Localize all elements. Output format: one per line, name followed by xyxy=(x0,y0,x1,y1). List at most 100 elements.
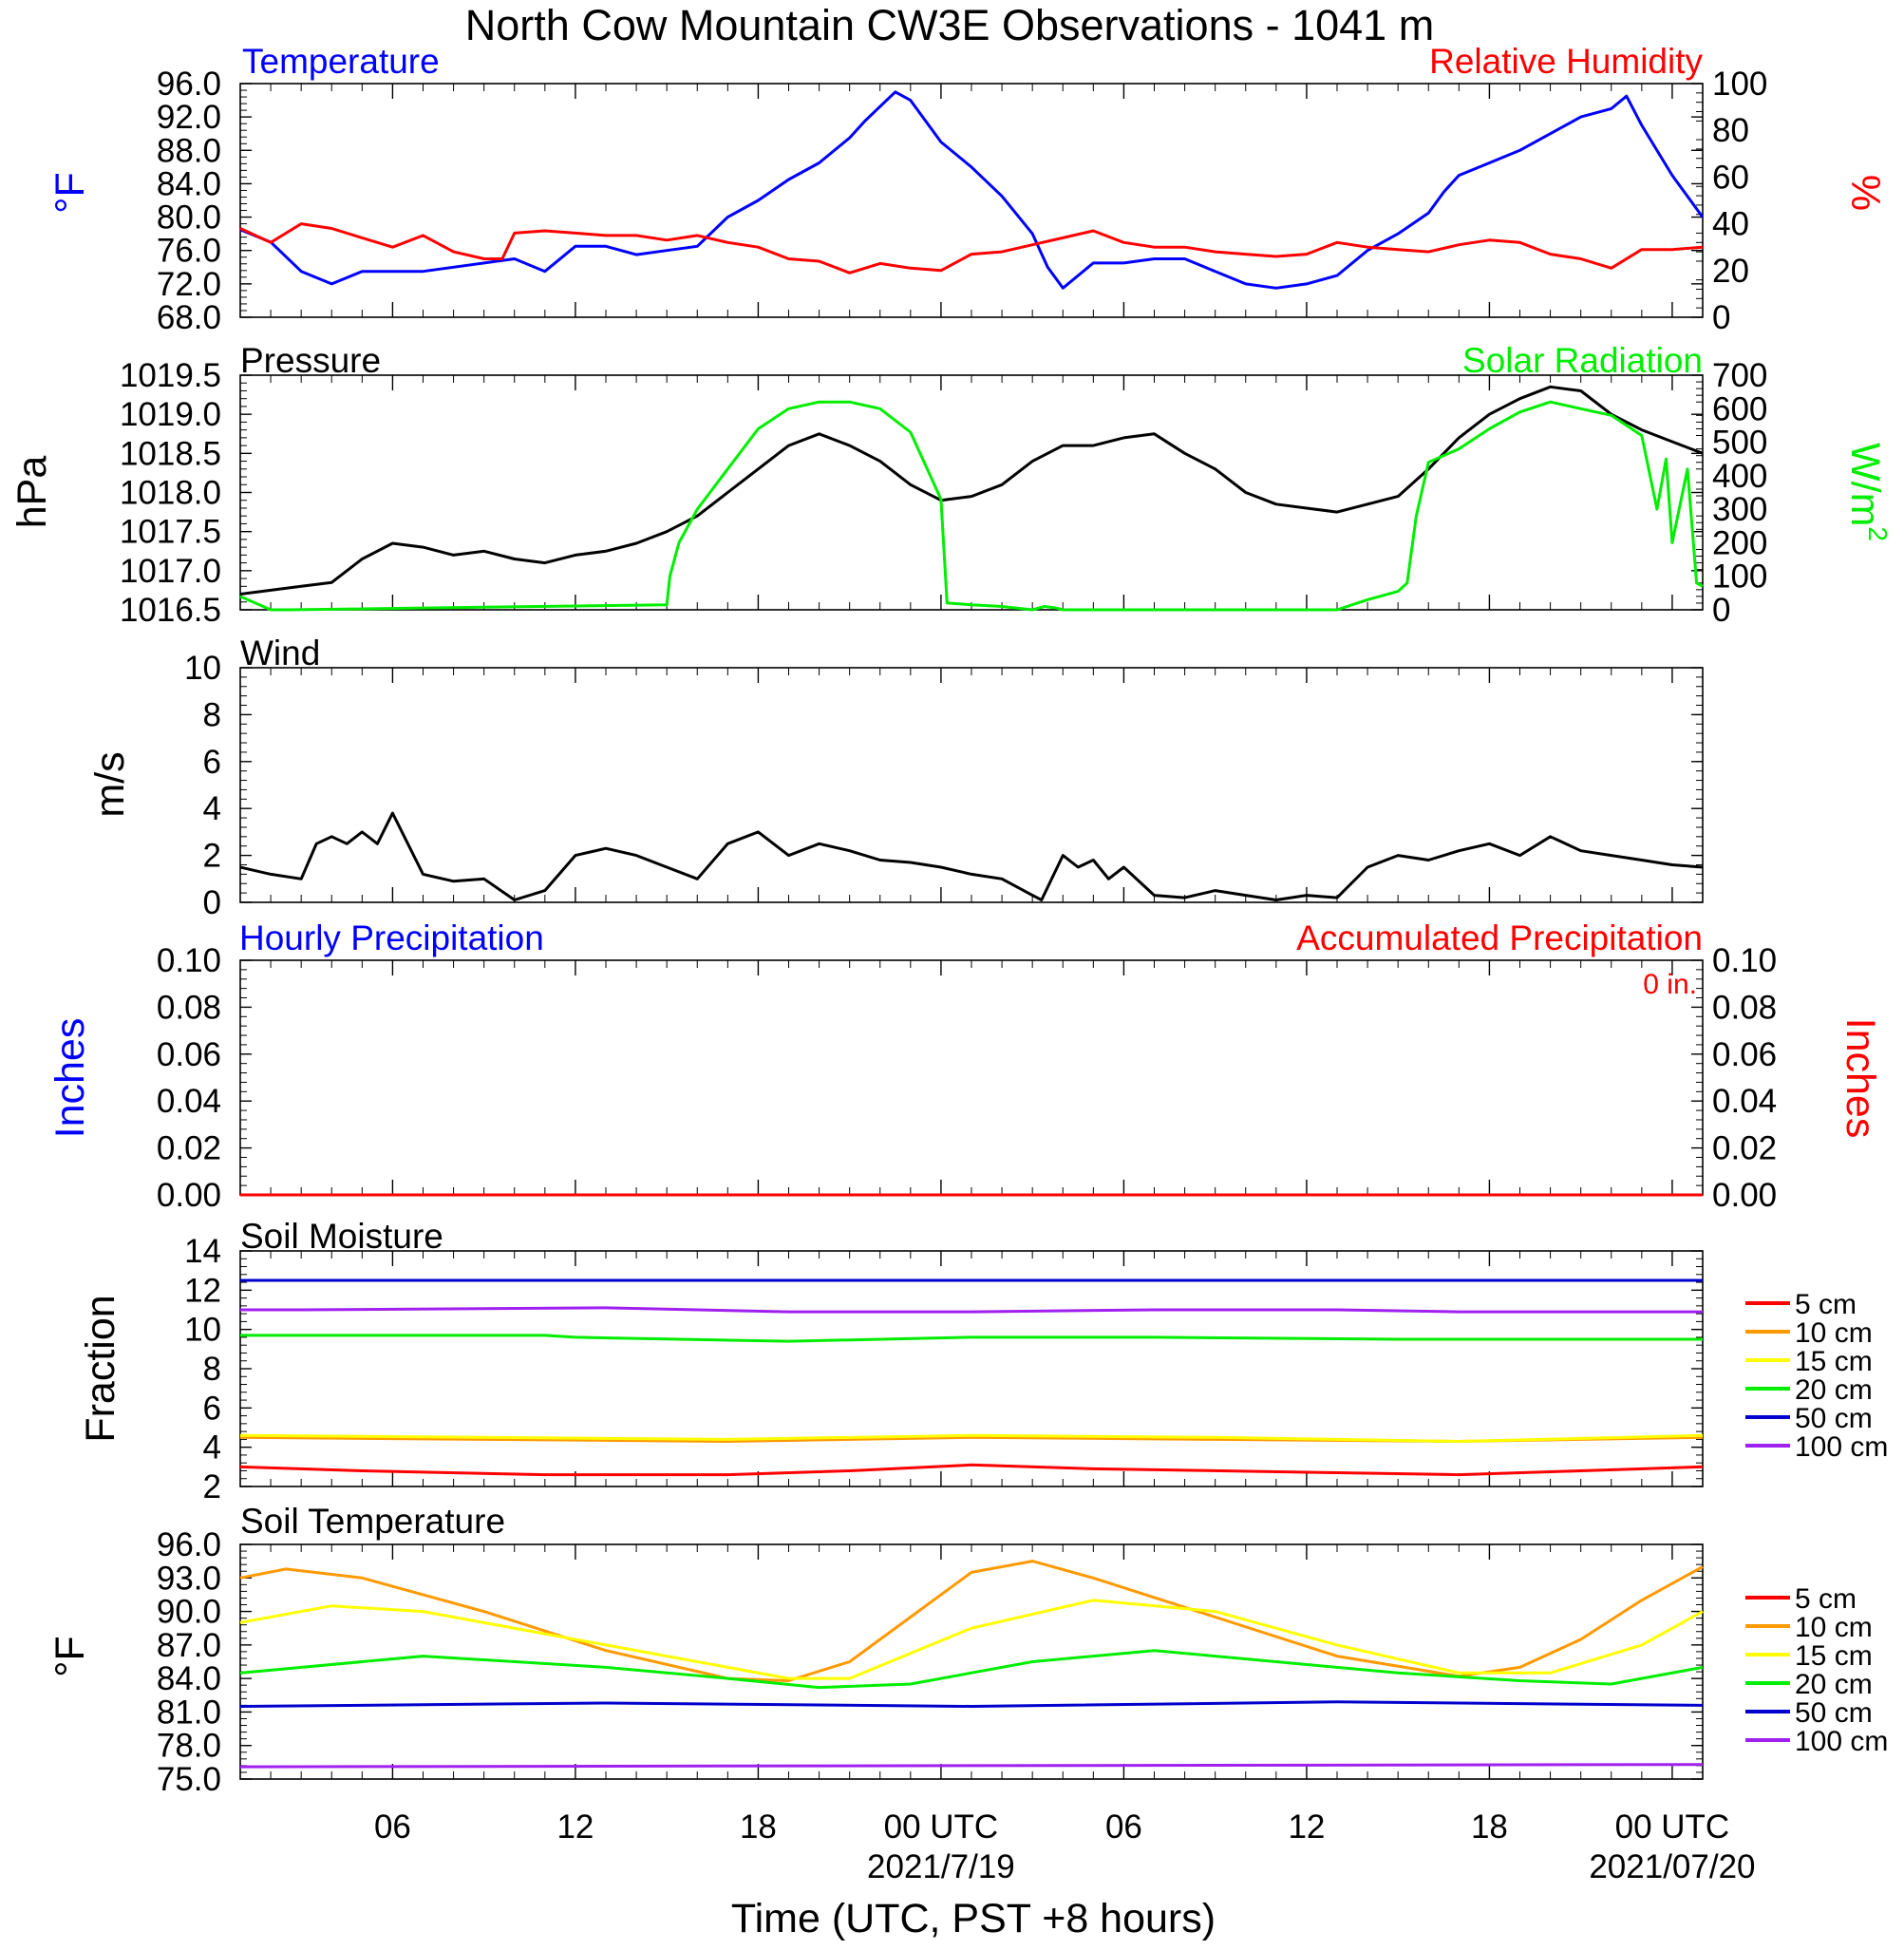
soil-temperature-title: Soil Temperature xyxy=(240,1502,505,1541)
y-tick-label: 87.0 xyxy=(157,1627,221,1664)
y2-tick-label: 0 xyxy=(1712,592,1730,629)
y2-tick-label: 600 xyxy=(1712,390,1767,427)
y-tick-label: 0.02 xyxy=(157,1130,221,1167)
wind-title: Wind xyxy=(240,634,320,672)
y-tick-label: 84.0 xyxy=(157,165,221,202)
series-line-100-cm xyxy=(240,1306,1703,1314)
y2-tick-label: 60 xyxy=(1712,159,1749,196)
soil-moisture-title: Soil Moisture xyxy=(240,1217,443,1256)
y2-tick-label: 0.06 xyxy=(1712,1036,1777,1073)
y-tick-label: 0.06 xyxy=(157,1036,221,1073)
series-line-100-cm xyxy=(239,1763,1704,1769)
y-tick-label: 96.0 xyxy=(157,66,221,103)
pressure-title: Pressure xyxy=(240,341,381,380)
solar-ylabel: W/m2 xyxy=(1842,443,1893,541)
y-tick-label: 0 xyxy=(203,884,221,921)
svg-text:W/m2: W/m2 xyxy=(1842,443,1893,541)
y-tick-label: 90.0 xyxy=(157,1594,221,1631)
rh-title: Relative Humidity xyxy=(1429,42,1703,81)
wind-panel: Wind m/s 10 8 6 4 2 0 xyxy=(87,634,1704,921)
x-tick-label: 00 UTC xyxy=(884,1808,999,1846)
series-line-relative-humidity xyxy=(239,222,1704,275)
y-tick-label: 88.0 xyxy=(157,132,221,169)
temperature-ylabel: °F xyxy=(47,172,93,213)
y2-tick-label: 500 xyxy=(1712,425,1767,462)
solar-title: Solar Radiation xyxy=(1462,341,1703,380)
temperature-title: Temperature xyxy=(242,42,440,81)
series-line-wind xyxy=(239,811,1704,901)
soil-temperature-panel: Soil Temperature °F 96.093.090.087.084.0… xyxy=(47,1502,1888,1798)
y-tick-label: 78.0 xyxy=(157,1728,221,1765)
y-tick-label: 80.0 xyxy=(157,199,221,237)
x-tick-label: 12 xyxy=(556,1808,594,1846)
y-tick-label: 4 xyxy=(203,1429,221,1467)
precip-total-label: 0 in. xyxy=(1643,969,1697,1000)
y-tick-label: 96.0 xyxy=(157,1526,221,1563)
x-tick-label: 06 xyxy=(374,1808,411,1846)
figure-title: North Cow Mountain CW3E Observations - 1… xyxy=(465,1,1434,49)
soil-temperature-plot-frame xyxy=(239,1543,1704,1780)
temperature-plot-frame xyxy=(239,83,1704,318)
x-tick-label: 18 xyxy=(1471,1808,1508,1846)
y2-tick-label: 0.08 xyxy=(1712,989,1777,1026)
y2-tick-label: 100 xyxy=(1712,66,1767,103)
y-tick-label: 1016.5 xyxy=(120,592,221,629)
y-tick-label: 2 xyxy=(203,838,221,875)
y-tick-label: 72.0 xyxy=(157,266,221,303)
y2-tick-label: 0.10 xyxy=(1712,942,1777,979)
rh-ylabel: % xyxy=(1842,175,1888,211)
y-tick-label: 84.0 xyxy=(157,1660,221,1697)
y-tick-label: 4 xyxy=(203,790,221,827)
y2-tick-label: 400 xyxy=(1712,458,1767,495)
y-tick-label: 1017.5 xyxy=(120,514,221,551)
wind-ylabel: m/s xyxy=(87,751,133,817)
y2-tick-label: 0 xyxy=(1712,299,1730,336)
series-line-20-cm xyxy=(240,1334,1703,1343)
y2-tick-label: 0.04 xyxy=(1712,1083,1777,1120)
legend-label: 5 cm xyxy=(1795,1583,1857,1615)
y-tick-label: 10 xyxy=(184,650,221,687)
y-tick-label: 76.0 xyxy=(157,233,221,270)
series-line-10-cm xyxy=(239,1560,1704,1682)
y-tick-label: 93.0 xyxy=(157,1560,221,1597)
y2-tick-label: 100 xyxy=(1712,558,1767,596)
y-tick-label: 1017.0 xyxy=(120,553,221,590)
x-tick-label: 06 xyxy=(1105,1808,1142,1846)
x-tick-label: 12 xyxy=(1288,1808,1325,1846)
series-line-50-cm xyxy=(239,1700,1704,1708)
y-tick-label: 0.04 xyxy=(157,1083,221,1120)
y-tick-label: 8 xyxy=(203,696,221,733)
y-tick-label: 1018.0 xyxy=(120,475,221,512)
y-tick-label: 0.08 xyxy=(157,989,221,1026)
y-tick-label: 2 xyxy=(203,1468,221,1505)
x-date-label: 2021/07/20 xyxy=(1589,1848,1755,1885)
y-tick-label: 68.0 xyxy=(157,299,221,336)
series-line-pressure xyxy=(239,385,1704,596)
legend-label: 100 cm xyxy=(1795,1726,1888,1757)
legend-label: 15 cm xyxy=(1795,1640,1873,1672)
legend-label: 5 cm xyxy=(1795,1289,1857,1320)
y-tick-label: 1019.5 xyxy=(120,357,221,394)
legend-label: 15 cm xyxy=(1795,1346,1873,1377)
soil-moisture-plot-frame xyxy=(239,1250,1704,1487)
y-tick-label: 6 xyxy=(203,1390,221,1427)
y-tick-label: 1018.5 xyxy=(120,435,221,472)
precip-panel: Hourly Precipitation Accumulated Precipi… xyxy=(47,918,1883,1214)
y-tick-label: 12 xyxy=(184,1272,221,1309)
x-axis-title: Time (UTC, PST +8 hours) xyxy=(731,1896,1216,1941)
x-tick-label: 18 xyxy=(740,1808,777,1846)
temperature-panel: Temperature Relative Humidity °F % 96.09… xyxy=(47,42,1888,336)
series-line-20-cm xyxy=(239,1649,1704,1690)
y2-tick-label: 0.02 xyxy=(1712,1130,1777,1167)
series-line-solar-radiation xyxy=(239,400,1704,612)
wind-plot-frame xyxy=(239,667,1704,903)
legend-label: 50 cm xyxy=(1795,1403,1873,1434)
legend-label: 10 cm xyxy=(1795,1612,1873,1643)
legend-label: 100 cm xyxy=(1795,1431,1888,1463)
precip-right-ylabel: Inches xyxy=(1838,1018,1883,1139)
y-tick-label: 6 xyxy=(203,744,221,781)
y2-tick-label: 20 xyxy=(1712,253,1749,290)
pressure-panel: Pressure Solar Radiation hPa W/m2 1019.5… xyxy=(9,341,1893,629)
y-tick-label: 8 xyxy=(203,1351,221,1388)
